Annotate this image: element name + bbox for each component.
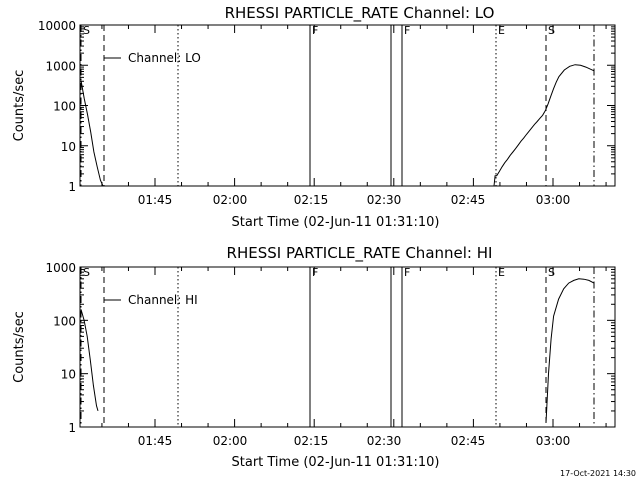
x-tick-label: 02:15	[294, 193, 329, 207]
x-axis-label: Start Time (02-Jun-11 01:31:10)	[232, 455, 440, 470]
x-tick-label: 02:30	[367, 434, 402, 448]
data-series-line	[80, 309, 99, 412]
x-tick-label: 02:45	[451, 193, 486, 207]
y-tick-label: 10	[61, 368, 76, 382]
event-marker-label: E	[498, 266, 505, 279]
y-axis-label: Counts/sec	[12, 70, 27, 142]
y-tick-label: 1000	[45, 59, 76, 73]
y-tick-label: 1	[68, 421, 76, 435]
x-tick-label: 03:00	[536, 434, 571, 448]
plot-frame	[79, 266, 616, 428]
y-tick-label: 100	[53, 100, 76, 114]
legend-label: Channel: HI	[128, 293, 198, 307]
plot-timestamp: 17-Oct-2021 14:30	[560, 469, 636, 478]
event-marker-label: S	[83, 24, 90, 37]
event-marker-label: S	[548, 24, 555, 37]
y-tick-label: 10	[61, 140, 76, 154]
event-marker-label: S	[548, 266, 555, 279]
event-marker-label: E	[498, 24, 505, 37]
data-series-line	[493, 64, 595, 187]
legend-label: Channel: LO	[128, 51, 201, 65]
event-marker-label: F	[404, 24, 410, 37]
data-series-line	[80, 80, 104, 187]
x-tick-label: 02:15	[294, 434, 329, 448]
y-tick-label: 10000	[38, 19, 76, 33]
y-axis-label: Counts/sec	[12, 311, 27, 383]
y-tick-label: 100	[53, 314, 76, 328]
x-tick-label: 02:30	[367, 193, 402, 207]
x-tick-label: 02:00	[213, 193, 248, 207]
chart-title: RHESSI PARTICLE_RATE Channel: LO	[225, 4, 495, 23]
x-tick-label: 02:00	[213, 434, 248, 448]
event-marker-label: S	[83, 266, 90, 279]
x-tick-label: 01:45	[138, 193, 173, 207]
y-tick-label: 1000	[45, 261, 76, 275]
event-marker-label: F	[312, 266, 318, 279]
x-axis-label: Start Time (02-Jun-11 01:31:10)	[232, 215, 440, 230]
event-marker-label: F	[404, 266, 410, 279]
data-series-line	[545, 278, 595, 423]
plot-frame	[79, 24, 616, 187]
x-tick-label: 02:45	[451, 434, 486, 448]
y-tick-label: 1	[68, 180, 76, 194]
x-tick-label: 01:45	[138, 434, 173, 448]
x-tick-label: 03:00	[536, 193, 571, 207]
event-marker-label: F	[312, 24, 318, 37]
chart-title: RHESSI PARTICLE_RATE Channel: HI	[227, 244, 493, 263]
